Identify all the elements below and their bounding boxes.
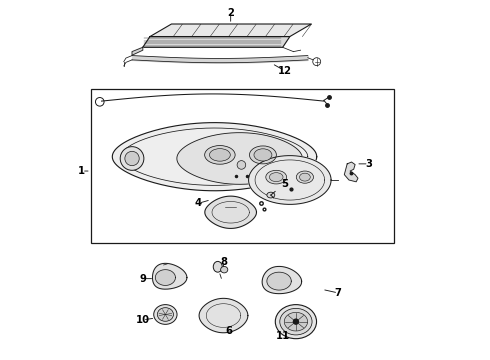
Text: 10: 10 xyxy=(136,315,150,325)
Circle shape xyxy=(120,147,144,170)
Ellipse shape xyxy=(154,305,177,324)
Polygon shape xyxy=(199,298,248,333)
Ellipse shape xyxy=(210,149,230,161)
Ellipse shape xyxy=(280,309,312,335)
Text: 12: 12 xyxy=(277,66,292,76)
Ellipse shape xyxy=(275,305,317,339)
Polygon shape xyxy=(248,156,331,204)
Polygon shape xyxy=(267,272,291,290)
Text: 11: 11 xyxy=(275,331,290,341)
Text: 5: 5 xyxy=(281,179,288,189)
Ellipse shape xyxy=(296,171,314,183)
Ellipse shape xyxy=(284,312,308,331)
Polygon shape xyxy=(152,264,187,289)
Text: 7: 7 xyxy=(335,288,342,298)
Polygon shape xyxy=(344,162,358,182)
Polygon shape xyxy=(205,196,256,228)
Ellipse shape xyxy=(270,173,283,181)
Ellipse shape xyxy=(157,308,173,321)
Ellipse shape xyxy=(249,146,276,164)
Text: 6: 6 xyxy=(225,325,232,336)
Text: 2: 2 xyxy=(227,8,234,18)
Text: 8: 8 xyxy=(220,257,227,267)
Bar xyxy=(91,89,394,243)
Circle shape xyxy=(294,319,298,324)
Polygon shape xyxy=(112,123,317,191)
Polygon shape xyxy=(150,24,311,37)
Text: 4: 4 xyxy=(195,198,202,208)
Ellipse shape xyxy=(213,261,222,272)
Ellipse shape xyxy=(266,170,287,184)
Text: 3: 3 xyxy=(365,159,372,169)
Polygon shape xyxy=(262,266,302,294)
Text: 1: 1 xyxy=(78,166,85,176)
Ellipse shape xyxy=(254,149,272,161)
Polygon shape xyxy=(155,270,175,285)
Ellipse shape xyxy=(205,145,235,164)
Ellipse shape xyxy=(299,173,310,181)
Circle shape xyxy=(125,151,139,166)
Ellipse shape xyxy=(220,266,228,273)
Polygon shape xyxy=(132,47,143,55)
Polygon shape xyxy=(177,133,302,184)
Text: 9: 9 xyxy=(139,274,146,284)
Ellipse shape xyxy=(267,192,275,198)
Circle shape xyxy=(237,161,245,169)
Polygon shape xyxy=(143,37,290,47)
